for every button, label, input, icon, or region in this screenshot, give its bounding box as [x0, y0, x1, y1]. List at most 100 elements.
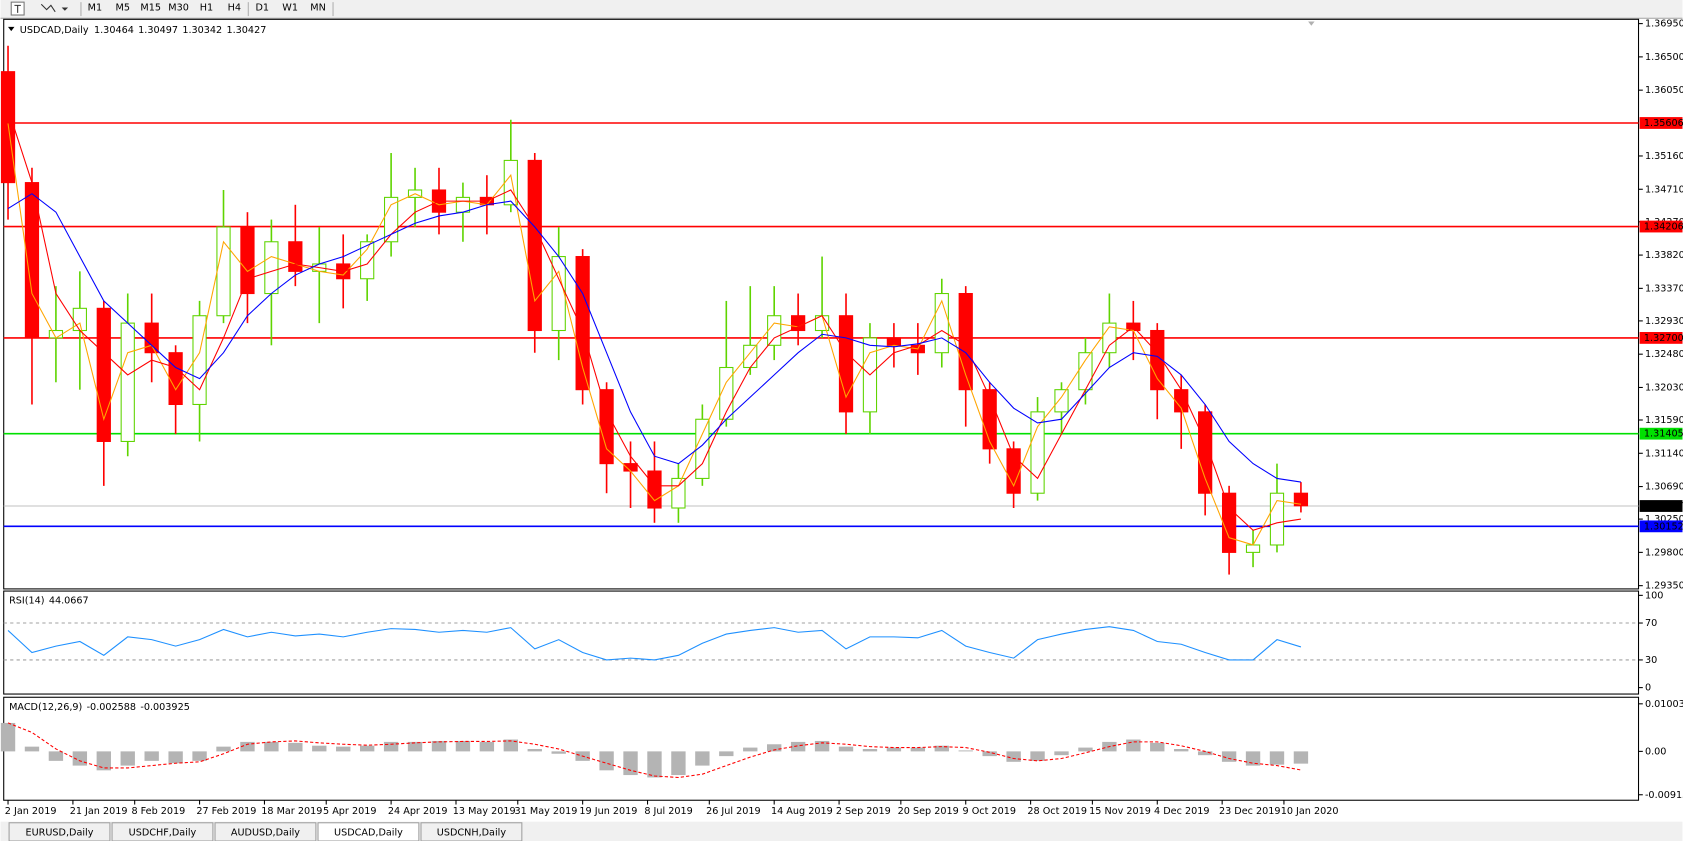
- collapse-arrow[interactable]: [8, 26, 15, 32]
- candle-body: [288, 241, 303, 272]
- candle-body: [455, 196, 471, 213]
- timeframe-button[interactable]: MN: [310, 3, 326, 14]
- level-label: 1.35606: [1644, 118, 1683, 129]
- level-label-box: [1639, 220, 1683, 233]
- macd-bar: [934, 745, 949, 752]
- timeframe-button[interactable]: W1: [282, 3, 298, 14]
- y-tick-label: 1.34710: [1645, 184, 1683, 195]
- y-tick-label: 1.36500: [1645, 52, 1683, 63]
- macd-bar: [240, 741, 255, 752]
- y-tick-label: 1.30690: [1645, 482, 1683, 493]
- x-tick-label: 2 Jan 2019: [5, 806, 57, 817]
- level-label: 1.32700: [1644, 333, 1683, 344]
- macd-bar: [767, 744, 782, 752]
- timeframe-button[interactable]: D1: [255, 3, 269, 14]
- level-label-box: [1639, 117, 1683, 129]
- rsi-header: RSI(14) 44.0667: [9, 596, 89, 607]
- macd-bar: [455, 740, 471, 752]
- macd-bar: [479, 741, 495, 752]
- y-tick-label: 1.33820: [1645, 250, 1683, 261]
- macd-bar: [359, 745, 375, 752]
- ohlc-value: 1.30464: [94, 25, 134, 36]
- x-tick-label: 19 Jun 2019: [579, 806, 637, 817]
- macd-bar: [1006, 751, 1021, 762]
- x-tick-label: 4 Dec 2019: [1154, 806, 1209, 817]
- timeframe-button[interactable]: H1: [200, 3, 213, 14]
- last-price-box: [1639, 500, 1683, 512]
- timeframe-button[interactable]: M5: [116, 3, 130, 14]
- x-tick-label: 15 Nov 2019: [1089, 806, 1151, 817]
- macd-bar: [1221, 751, 1237, 762]
- macd-bar: [431, 740, 447, 752]
- macd-bar: [1030, 751, 1045, 761]
- candle-body: [527, 159, 542, 332]
- symbol-tabs: EURUSD,Daily USDCHF,Daily AUDUSD,Daily USDC…: [8, 822, 523, 841]
- x-tick-label: 21 Jan 2019: [70, 806, 128, 817]
- macd-bar: [743, 747, 758, 752]
- rsi-line: [7, 626, 1302, 661]
- x-tick-label: 9 Oct 2019: [963, 806, 1016, 817]
- macd-bar: [1197, 751, 1213, 756]
- candle-body: [791, 315, 806, 332]
- macd-bar: [982, 751, 997, 757]
- timeframe-button[interactable]: H4: [228, 3, 241, 14]
- macd-bar: [910, 747, 926, 752]
- candle-body: [1030, 411, 1045, 494]
- x-tick-label: 8 Feb 2019: [131, 806, 185, 817]
- y-tick-label: 1.36050: [1645, 85, 1683, 96]
- plots: 1.36950 1.36500 1.36050 1.35160 1.34710 1.342…: [0, 19, 1683, 817]
- macd-bar: [336, 746, 351, 752]
- y-tick-label: 1.30250: [1645, 514, 1683, 525]
- level-label-box: [1639, 427, 1683, 440]
- tab-label: USDCNH,Daily: [437, 827, 507, 838]
- candle-body: [671, 477, 686, 509]
- tab-label: USDCHF,Daily: [129, 827, 197, 838]
- x-tick-label: 26 Jul 2019: [706, 806, 761, 817]
- chart-shift-marker[interactable]: [1308, 21, 1315, 26]
- macd-bar: [24, 746, 40, 752]
- candle-body: [1078, 352, 1093, 391]
- macd-title: MACD(12,26,9): [9, 702, 82, 713]
- macd-bar: [0, 722, 16, 752]
- macd-bar: [862, 749, 878, 752]
- candle-body: [144, 322, 159, 354]
- macd-signal: [7, 722, 1302, 779]
- timeframe-button[interactable]: M30: [168, 3, 189, 14]
- timeframe-buttons: M1 M5 M15 M30 H1 H4 D1 W1 MN: [88, 3, 326, 14]
- macd-bar: [503, 739, 519, 752]
- macd-bar: [623, 751, 638, 776]
- candle-body: [216, 226, 231, 317]
- y-tick-label: 0: [1645, 683, 1651, 694]
- y-tick-label: 1.36950: [1645, 19, 1683, 30]
- macd-bar: [168, 751, 183, 764]
- x-tick-label: 13 May 2019: [453, 806, 516, 817]
- moving-average: [7, 108, 1302, 531]
- x-tick-label: 10 Jan 2020: [1281, 806, 1339, 817]
- objects-tool-icon[interactable]: [40, 3, 56, 13]
- moving-average: [7, 193, 1302, 483]
- x-tick-label: 2 Sep 2019: [836, 806, 891, 817]
- macd-bar: [407, 741, 423, 752]
- candle-body: [264, 241, 279, 295]
- timeframe-button[interactable]: M15: [140, 3, 161, 14]
- x-tick-label: 28 Oct 2019: [1027, 806, 1087, 817]
- level-label: 1.30152: [1644, 521, 1683, 532]
- candle-body: [647, 470, 662, 509]
- x-tick-label: 31 May 2019: [515, 806, 578, 817]
- x-tick-label: 8 Jul 2019: [644, 806, 692, 817]
- candle-body: [1150, 329, 1165, 391]
- moving-average: [7, 123, 1302, 546]
- macd-bar: [1078, 747, 1093, 752]
- macd-bar: [790, 741, 806, 752]
- level-label: 1.31405: [1644, 429, 1683, 440]
- x-tick-label: 20 Sep 2019: [898, 806, 959, 817]
- y-tick-label: -0.009153: [1645, 790, 1683, 801]
- dropdown-arrow[interactable]: [61, 7, 69, 11]
- timeframe-button[interactable]: M1: [88, 3, 102, 14]
- macd-bar: [886, 747, 902, 752]
- macd-bar: [551, 751, 566, 754]
- candle-body: [96, 307, 111, 442]
- y-tick-label: 30: [1645, 655, 1657, 666]
